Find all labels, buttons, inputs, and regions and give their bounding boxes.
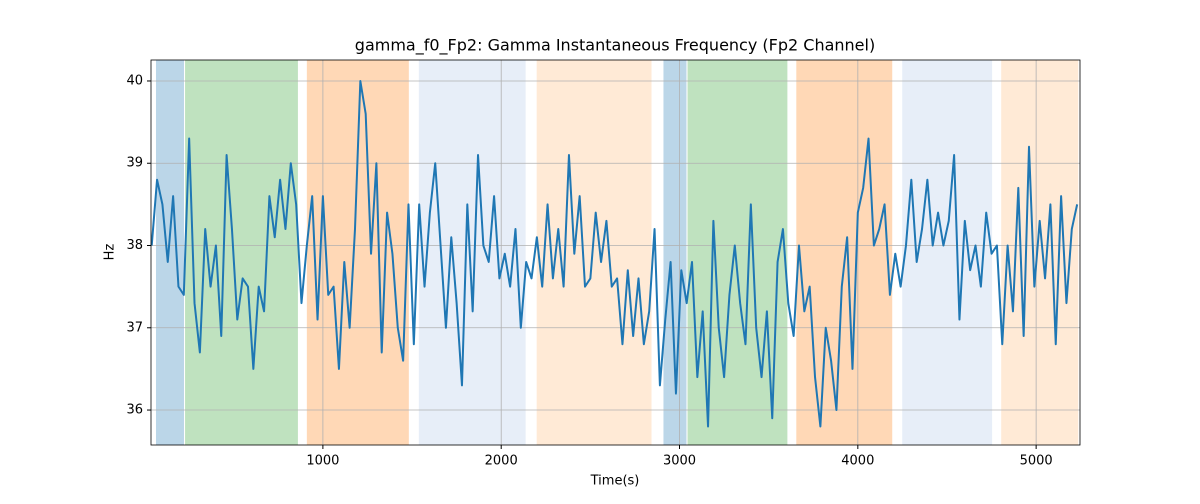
shaded-span bbox=[306, 60, 409, 445]
y-tick-label: 39 bbox=[126, 156, 143, 171]
x-tick-label: 1000 bbox=[306, 454, 339, 469]
y-axis-label: Hz bbox=[103, 244, 118, 261]
y-tick-label: 40 bbox=[126, 73, 143, 88]
shaded-span bbox=[418, 60, 526, 445]
x-tick-label: 3000 bbox=[663, 454, 696, 469]
y-tick-label: 38 bbox=[126, 238, 143, 253]
shaded-span bbox=[1001, 60, 1079, 445]
grid bbox=[151, 60, 1080, 445]
y-tick-label: 36 bbox=[126, 403, 143, 418]
y-tick-label: 37 bbox=[126, 320, 143, 335]
shaded-span bbox=[663, 60, 687, 445]
axes-frame bbox=[150, 59, 1081, 446]
x-tick-label: 5000 bbox=[1020, 454, 1053, 469]
shaded-span bbox=[796, 60, 893, 445]
x-tick-label: 2000 bbox=[485, 454, 518, 469]
x-tick-label: 4000 bbox=[841, 454, 874, 469]
x-axis-label: Time(s) bbox=[590, 474, 640, 489]
data-line bbox=[150, 79, 1079, 428]
shaded-span bbox=[536, 60, 652, 445]
spans bbox=[155, 60, 1079, 445]
shaded-span bbox=[185, 60, 298, 445]
shaded-span bbox=[155, 60, 184, 445]
chart-title: gamma_f0_Fp2: Gamma Instantaneous Freque… bbox=[355, 36, 875, 56]
plot bbox=[150, 79, 1079, 428]
